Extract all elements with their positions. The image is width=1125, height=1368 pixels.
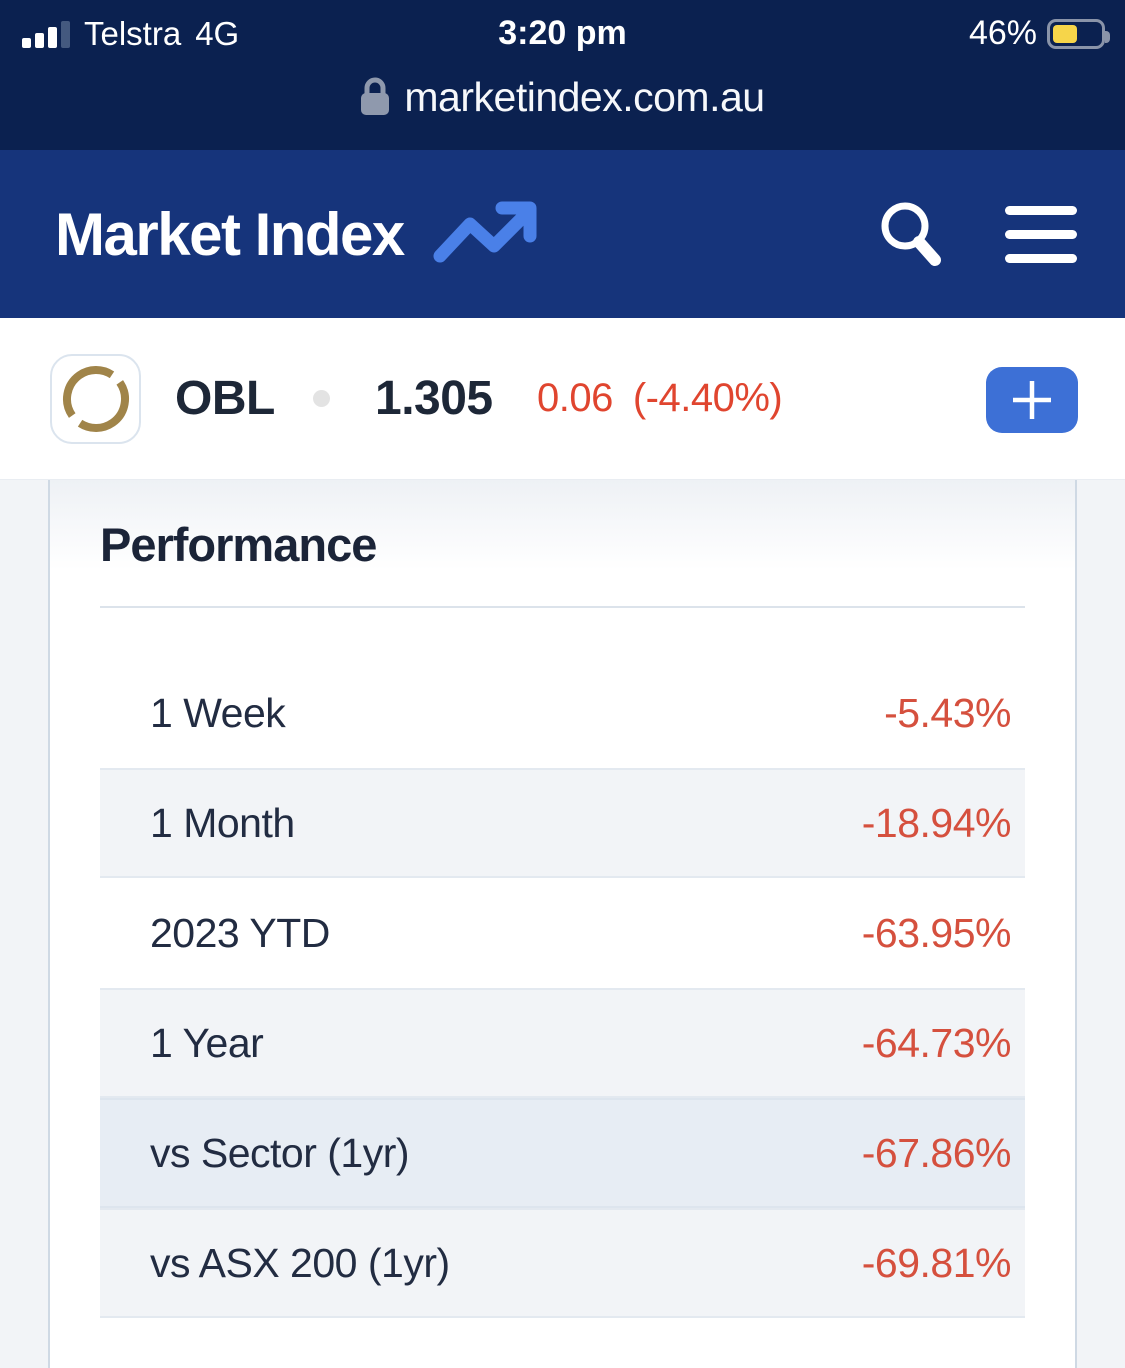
battery-percent-label: 46% [968,14,1037,52]
site-logo[interactable]: Market Index [55,150,542,318]
row-value: -69.81% [861,1239,1012,1286]
separator-dot [313,390,330,407]
ticker-change: 0.06 (-4.40%) [537,376,783,421]
row-label: vs Sector (1yr) [150,1129,410,1176]
ticker-bar: OBL 1.305 0.06 (-4.40%) [0,318,1125,480]
section-divider [100,606,1025,608]
header-actions [875,150,1077,318]
carrier-label: Telstra [84,15,182,52]
gold-ring-icon [62,366,129,432]
table-row: 1 Week -5.43% [100,658,1025,768]
site-logo-text: Market Index [55,200,405,268]
row-label: 2023 YTD [150,909,330,956]
table-row: 1 Month -18.94% [100,768,1025,878]
table-row: 1 Year -64.73% [100,988,1025,1098]
plus-icon [1013,381,1051,419]
status-row: Telstra 4G 3:20 pm 46% [0,10,1125,58]
url-bar[interactable]: marketindex.com.au [0,62,1125,132]
ticker-price: 1.305 [375,372,493,425]
performance-table: 1 Week -5.43% 1 Month -18.94% 2023 YTD -63.95… [100,658,1025,1318]
signal-strength-icon [22,20,70,48]
row-value: -18.94% [861,799,1012,846]
battery-group: 46% [968,14,1110,53]
table-row: vs ASX 200 (1yr) -69.81% [100,1208,1025,1318]
battery-icon [1047,18,1110,49]
add-to-watchlist-button[interactable] [986,367,1078,433]
performance-title: Performance [100,518,377,571]
row-value: -64.73% [861,1019,1012,1066]
stock-logo [50,354,141,444]
hamburger-menu-icon[interactable] [1005,205,1077,263]
row-label: 1 Month [150,799,295,846]
table-row: 2023 YTD -63.95% [100,878,1025,988]
site-header: Market Index [0,150,1125,318]
ticker-symbol: OBL [175,372,275,425]
clock-label: 3:20 pm [498,14,627,52]
status-left-group: Telstra 4G [22,10,239,58]
url-domain-label: marketindex.com.au [404,73,765,120]
status-bar: Telstra 4G 3:20 pm 46% marketindex.com.a… [0,0,1125,150]
lock-icon [361,77,390,115]
search-icon[interactable] [875,198,947,270]
change-percent: (-4.40%) [632,376,783,420]
row-value: -5.43% [884,689,1011,736]
network-type-label: 4G [195,15,240,52]
change-value: 0.06 [537,376,613,420]
row-value: -63.95% [861,909,1012,956]
row-label: 1 Year [150,1019,264,1066]
performance-card: Performance 1 Week -5.43% 1 Month -18.94% 20… [48,480,1077,1368]
row-label: vs ASX 200 (1yr) [150,1239,450,1286]
row-value: -67.86% [861,1129,1012,1176]
trending-up-icon [433,201,537,263]
table-row: vs Sector (1yr) -67.86% [100,1098,1025,1208]
row-label: 1 Week [150,689,286,736]
page-content: Performance 1 Week -5.43% 1 Month -18.94% 20… [0,480,1125,1368]
